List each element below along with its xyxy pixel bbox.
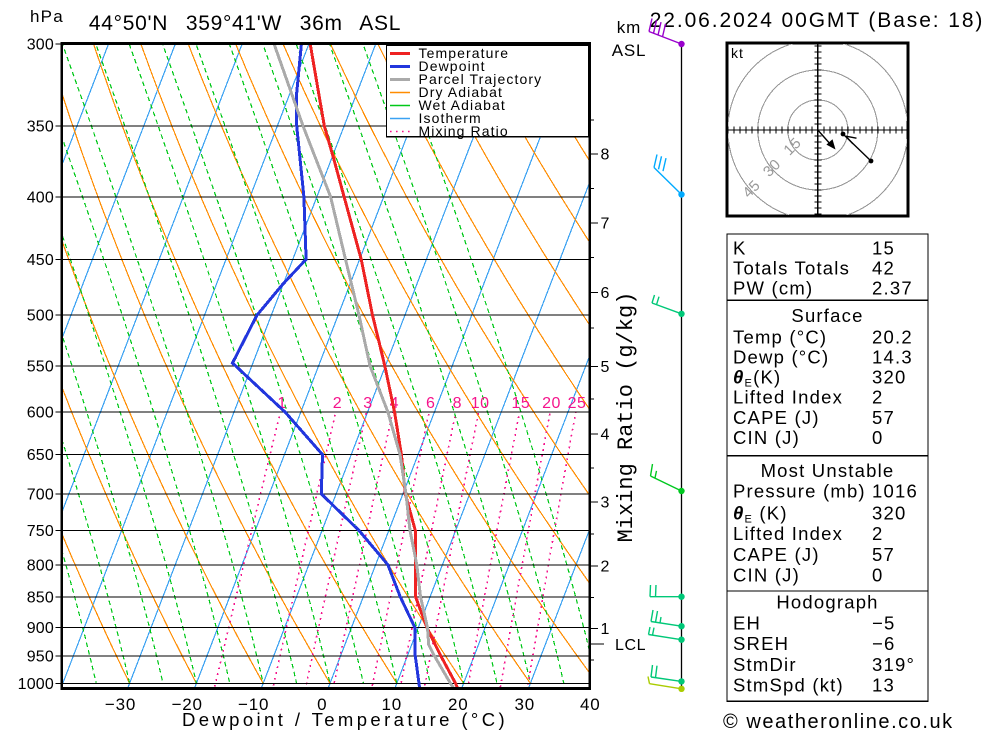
svg-text:Dewp (°C): Dewp (°C) — [733, 347, 829, 368]
svg-text:CIN (J): CIN (J) — [733, 564, 800, 585]
svg-text:Lifted Index: Lifted Index — [733, 387, 843, 408]
svg-text:−5: −5 — [872, 613, 896, 634]
svg-text:PW (cm): PW (cm) — [733, 278, 813, 299]
svg-text:Most Unstable: Most Unstable — [761, 460, 895, 481]
svg-text:300: 300 — [27, 37, 54, 54]
svg-text:10: 10 — [471, 395, 490, 412]
svg-text:Parcel Trajectory: Parcel Trajectory — [419, 71, 543, 87]
svg-text:LCL: LCL — [615, 637, 646, 654]
svg-text:0: 0 — [872, 564, 884, 585]
svg-text:CIN (J): CIN (J) — [733, 427, 800, 448]
svg-text:8: 8 — [601, 147, 610, 164]
svg-text:320: 320 — [872, 367, 906, 388]
svg-text:14.3: 14.3 — [872, 347, 913, 368]
svg-text:3: 3 — [363, 395, 372, 412]
svg-text:3: 3 — [601, 494, 610, 511]
svg-text:2: 2 — [333, 395, 342, 412]
svg-text:13: 13 — [872, 674, 895, 695]
svg-text:600: 600 — [27, 405, 54, 422]
svg-text:1000: 1000 — [18, 676, 54, 693]
svg-text:CAPE (J): CAPE (J) — [733, 544, 820, 565]
svg-text:−20: −20 — [172, 695, 203, 714]
svg-text:2: 2 — [872, 523, 884, 544]
svg-text:kt: kt — [731, 45, 744, 61]
svg-text:850: 850 — [27, 590, 54, 607]
svg-text:42: 42 — [872, 258, 895, 279]
svg-text:57: 57 — [872, 544, 895, 565]
svg-text:Surface: Surface — [791, 305, 863, 326]
svg-text:650: 650 — [27, 447, 54, 464]
svg-text:Isotherm: Isotherm — [419, 110, 482, 126]
svg-text:EH: EH — [733, 613, 761, 634]
svg-text:7: 7 — [601, 216, 610, 233]
svg-text:800: 800 — [27, 557, 54, 574]
svg-text:900: 900 — [27, 620, 54, 637]
svg-text:8: 8 — [453, 395, 462, 412]
svg-text:550: 550 — [27, 358, 54, 375]
svg-text:km: km — [617, 18, 641, 37]
svg-text:Temp (°C): Temp (°C) — [733, 327, 827, 348]
svg-text:StmDir: StmDir — [733, 654, 797, 675]
svg-text:Wet Adiabat: Wet Adiabat — [419, 97, 506, 113]
svg-text:Pressure (mb): Pressure (mb) — [733, 480, 866, 501]
svg-text:500: 500 — [27, 308, 54, 325]
svg-text:22.06.2024 00GMT (Base: 18): 22.06.2024 00GMT (Base: 18) — [650, 9, 985, 32]
svg-text:Dewpoint / Temperature (°C): Dewpoint / Temperature (°C) — [182, 709, 508, 730]
svg-text:44°50'N 359°41'W 36m ASL: 44°50'N 359°41'W 36m ASL — [89, 12, 401, 35]
svg-text:1: 1 — [277, 395, 286, 412]
svg-text:30: 30 — [514, 695, 535, 714]
svg-text:20: 20 — [448, 695, 469, 714]
svg-text:6: 6 — [601, 285, 610, 302]
svg-text:10: 10 — [382, 695, 403, 714]
svg-text:Mixing Ratio (g/kg): Mixing Ratio (g/kg) — [614, 292, 639, 543]
svg-text:450: 450 — [27, 252, 54, 269]
svg-text:K: K — [733, 238, 747, 259]
svg-text:Mixing Ratio: Mixing Ratio — [419, 123, 509, 139]
svg-text:1: 1 — [601, 621, 610, 638]
svg-text:−6: −6 — [872, 633, 896, 654]
svg-text:15: 15 — [872, 238, 895, 259]
svg-text:4: 4 — [601, 427, 610, 444]
svg-text:0: 0 — [317, 695, 327, 714]
svg-text:750: 750 — [27, 523, 54, 540]
svg-text:20: 20 — [542, 395, 561, 412]
svg-text:2: 2 — [872, 387, 884, 408]
svg-text:57: 57 — [872, 407, 895, 428]
svg-text:0: 0 — [872, 427, 884, 448]
svg-text:hPa: hPa — [30, 7, 64, 26]
svg-text:SREH: SREH — [733, 633, 789, 654]
svg-text:15: 15 — [512, 395, 531, 412]
svg-text:© weatheronline.co.uk: © weatheronline.co.uk — [723, 711, 954, 733]
svg-text:400: 400 — [27, 189, 54, 206]
svg-text:−30: −30 — [105, 695, 136, 714]
svg-text:700: 700 — [27, 486, 54, 503]
svg-text:Dewpoint: Dewpoint — [419, 58, 486, 74]
svg-text:350: 350 — [27, 118, 54, 135]
svg-text:Hodograph: Hodograph — [776, 591, 878, 612]
svg-text:−10: −10 — [238, 695, 269, 714]
svg-text:1016: 1016 — [872, 480, 918, 501]
svg-text:5: 5 — [601, 359, 610, 376]
svg-text:2.37: 2.37 — [872, 278, 913, 299]
svg-text:2: 2 — [601, 558, 610, 575]
svg-text:Totals Totals: Totals Totals — [733, 258, 850, 279]
svg-text:Dry Adiabat: Dry Adiabat — [419, 84, 503, 100]
svg-text:StmSpd (kt): StmSpd (kt) — [733, 674, 844, 695]
svg-text:25: 25 — [568, 395, 587, 412]
svg-text:20.2: 20.2 — [872, 327, 913, 348]
svg-text:ASL: ASL — [612, 41, 647, 60]
svg-text:Lifted Index: Lifted Index — [733, 523, 843, 544]
svg-text:319°: 319° — [872, 654, 915, 675]
svg-text:CAPE (J): CAPE (J) — [733, 407, 820, 428]
svg-text:320: 320 — [872, 503, 906, 524]
svg-text:Temperature: Temperature — [419, 45, 510, 61]
svg-text:950: 950 — [27, 649, 54, 666]
svg-text:6: 6 — [426, 395, 435, 412]
svg-text:40: 40 — [580, 695, 601, 714]
